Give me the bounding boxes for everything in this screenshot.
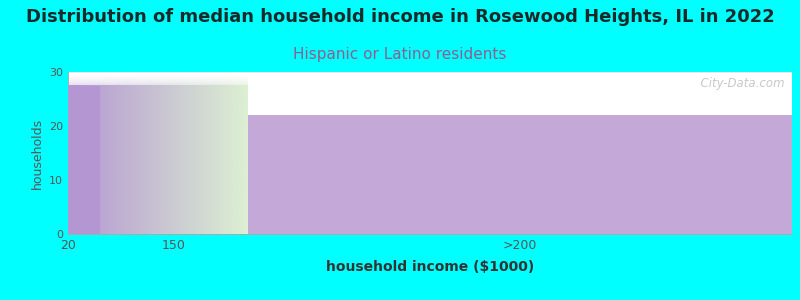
- X-axis label: household income ($1000): household income ($1000): [326, 260, 534, 274]
- Bar: [248, 115, 792, 234]
- Text: City-Data.com: City-Data.com: [693, 77, 785, 90]
- Text: Hispanic or Latino residents: Hispanic or Latino residents: [294, 46, 506, 62]
- Y-axis label: households: households: [30, 117, 43, 189]
- Bar: [68, 85, 100, 234]
- Text: Distribution of median household income in Rosewood Heights, IL in 2022: Distribution of median household income …: [26, 8, 774, 26]
